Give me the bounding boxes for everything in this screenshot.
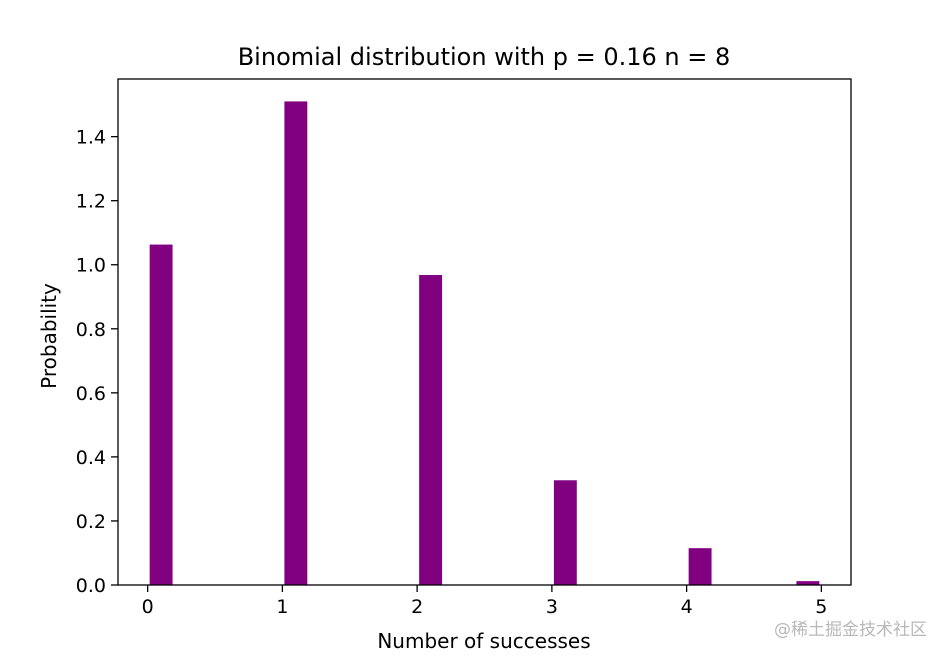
watermark-text: @稀土掘金技术社区 (774, 620, 927, 640)
bar-5 (796, 581, 820, 585)
x-tick-label: 5 (815, 596, 827, 618)
y-axis-ticks: 0.0 0.2 0.4 0.6 0.8 1.0 1.2 1.4 (76, 127, 118, 597)
y-tick-label: 1.0 (76, 255, 106, 277)
x-tick-label: 2 (411, 596, 423, 618)
y-tick-label: 0.6 (76, 383, 106, 405)
x-axis-label: Number of successes (377, 629, 590, 653)
y-tick-label: 0.8 (76, 319, 106, 341)
y-tick-label: 0.2 (76, 511, 106, 533)
bar-0 (149, 244, 173, 585)
y-tick-label: 1.2 (76, 191, 106, 213)
x-tick-label: 1 (276, 596, 288, 618)
x-tick-label: 0 (142, 596, 154, 618)
bar-4 (688, 548, 712, 585)
x-tick-label: 4 (681, 596, 693, 618)
x-tick-label: 3 (546, 596, 558, 618)
y-tick-label: 1.4 (76, 127, 106, 149)
chart-title: Binomial distribution with p = 0.16 n = … (238, 43, 731, 71)
x-axis-ticks: 0 1 2 3 4 5 (142, 585, 827, 618)
bars-group (149, 101, 820, 585)
plot-frame (117, 78, 852, 586)
bar-3 (553, 480, 577, 585)
y-tick-label: 0.0 (76, 575, 106, 597)
bar-1 (284, 101, 308, 585)
bar-2 (419, 274, 443, 585)
y-tick-label: 0.4 (76, 447, 106, 469)
y-axis-label: Probability (37, 283, 61, 389)
